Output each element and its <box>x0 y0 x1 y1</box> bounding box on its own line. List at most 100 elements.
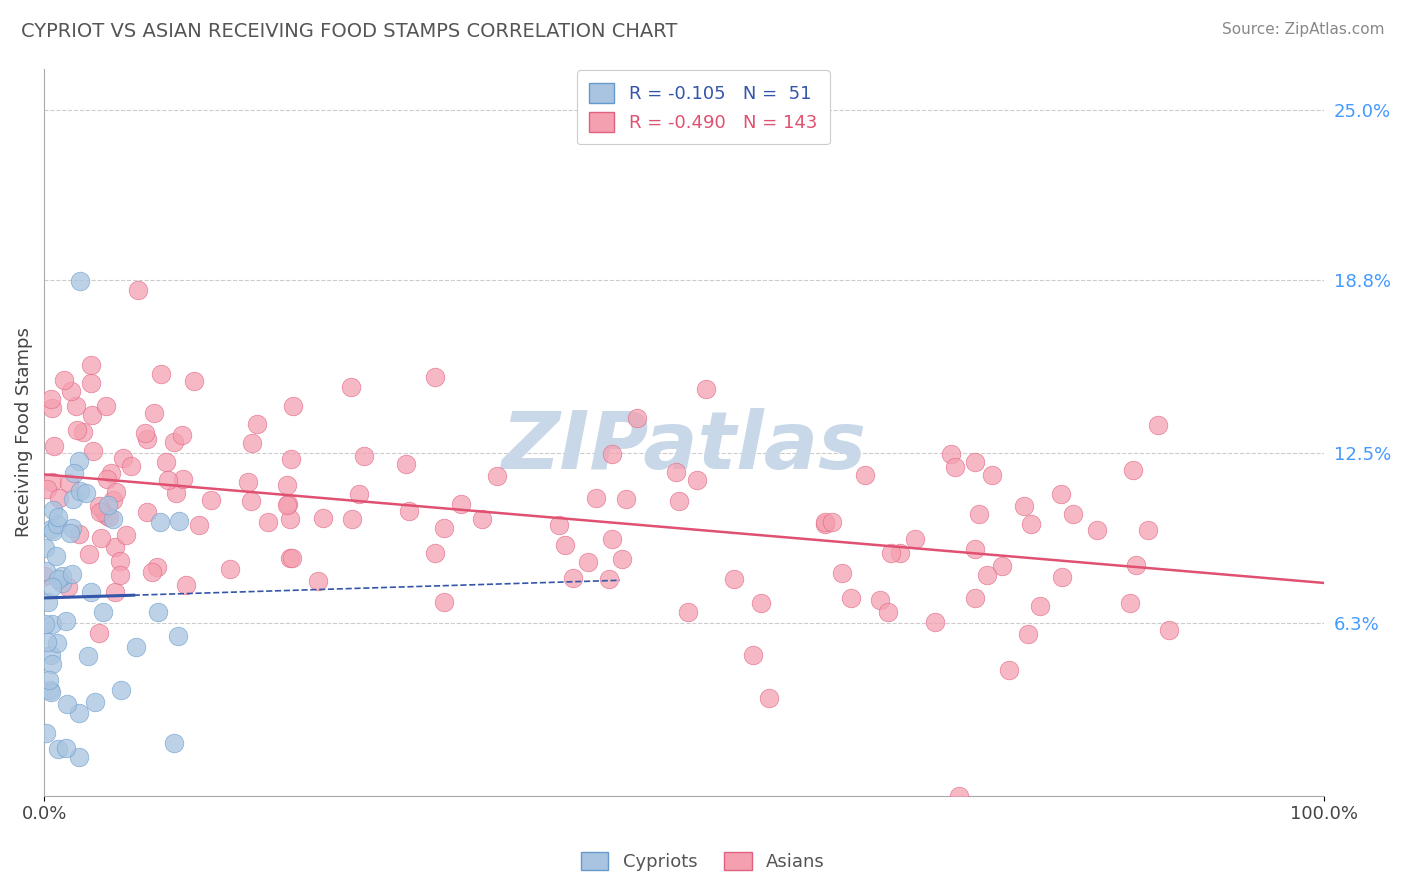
Point <box>62 491 84 506</box>
Legend: R = -0.105   N =  51, R = -0.490   N = 143: R = -0.105 N = 51, R = -0.490 N = 143 <box>576 70 830 145</box>
Point <box>77 547 100 561</box>
Point <box>668 494 690 508</box>
Point <box>127 283 149 297</box>
Point <box>97 509 120 524</box>
Point <box>172 472 194 486</box>
Point <box>471 512 494 526</box>
Point <box>55 740 77 755</box>
Point <box>183 375 205 389</box>
Point <box>976 567 998 582</box>
Point <box>188 517 211 532</box>
Point <box>395 457 418 471</box>
Point <box>277 497 299 511</box>
Point <box>963 591 986 606</box>
Point <box>562 571 585 585</box>
Point <box>1157 623 1180 637</box>
Point <box>114 528 136 542</box>
Point <box>280 451 302 466</box>
Point <box>66 424 89 438</box>
Point <box>42 439 65 453</box>
Point <box>281 399 304 413</box>
Point <box>41 616 63 631</box>
Point <box>39 392 62 406</box>
Point <box>1085 523 1108 537</box>
Point <box>347 487 370 501</box>
Point <box>433 595 456 609</box>
Point <box>39 685 62 699</box>
Point <box>80 376 103 390</box>
Point <box>676 605 699 619</box>
Point <box>46 741 69 756</box>
Point <box>41 503 63 517</box>
Point <box>312 510 335 524</box>
Point <box>1119 596 1142 610</box>
Point <box>889 546 911 560</box>
Point <box>723 572 745 586</box>
Point <box>163 434 186 449</box>
Point <box>77 648 100 663</box>
Point <box>41 475 63 489</box>
Point <box>136 432 159 446</box>
Point <box>32 569 55 583</box>
Point <box>56 697 79 711</box>
Point <box>80 584 103 599</box>
Point <box>48 491 70 505</box>
Point <box>174 578 197 592</box>
Point <box>104 585 127 599</box>
Point <box>39 648 62 663</box>
Point <box>236 475 259 489</box>
Point <box>104 485 127 500</box>
Point <box>165 485 187 500</box>
Point <box>1050 570 1073 584</box>
Point <box>967 508 990 522</box>
Point <box>585 491 607 506</box>
Point <box>38 673 60 687</box>
Point <box>51 576 73 591</box>
Point <box>814 517 837 532</box>
Point <box>610 552 633 566</box>
Point <box>41 401 63 415</box>
Point <box>100 466 122 480</box>
Point <box>63 466 86 480</box>
Point <box>34 617 56 632</box>
Point <box>41 580 63 594</box>
Point <box>246 417 269 431</box>
Point <box>35 482 58 496</box>
Point <box>89 506 111 520</box>
Point <box>46 516 69 531</box>
Point <box>83 695 105 709</box>
Point <box>307 574 329 589</box>
Point <box>120 459 142 474</box>
Point <box>103 492 125 507</box>
Point <box>67 454 90 468</box>
Point <box>423 369 446 384</box>
Point <box>943 459 966 474</box>
Point <box>157 473 180 487</box>
Point <box>35 564 58 578</box>
Point <box>219 562 242 576</box>
Point <box>108 554 131 568</box>
Point <box>904 533 927 547</box>
Point <box>125 640 148 654</box>
Point <box>134 426 156 441</box>
Point <box>69 274 91 288</box>
Point <box>65 399 87 413</box>
Point <box>600 447 623 461</box>
Point <box>108 567 131 582</box>
Point <box>35 635 58 649</box>
Point <box>55 614 77 628</box>
Point <box>749 597 772 611</box>
Point <box>72 425 94 440</box>
Point <box>239 494 262 508</box>
Point <box>820 516 842 530</box>
Point <box>839 591 862 606</box>
Point <box>814 515 837 529</box>
Point <box>879 546 901 560</box>
Point <box>240 435 263 450</box>
Point <box>38 683 60 698</box>
Point <box>600 533 623 547</box>
Point <box>91 504 114 518</box>
Point <box>939 447 962 461</box>
Point <box>1019 516 1042 531</box>
Point <box>276 478 298 492</box>
